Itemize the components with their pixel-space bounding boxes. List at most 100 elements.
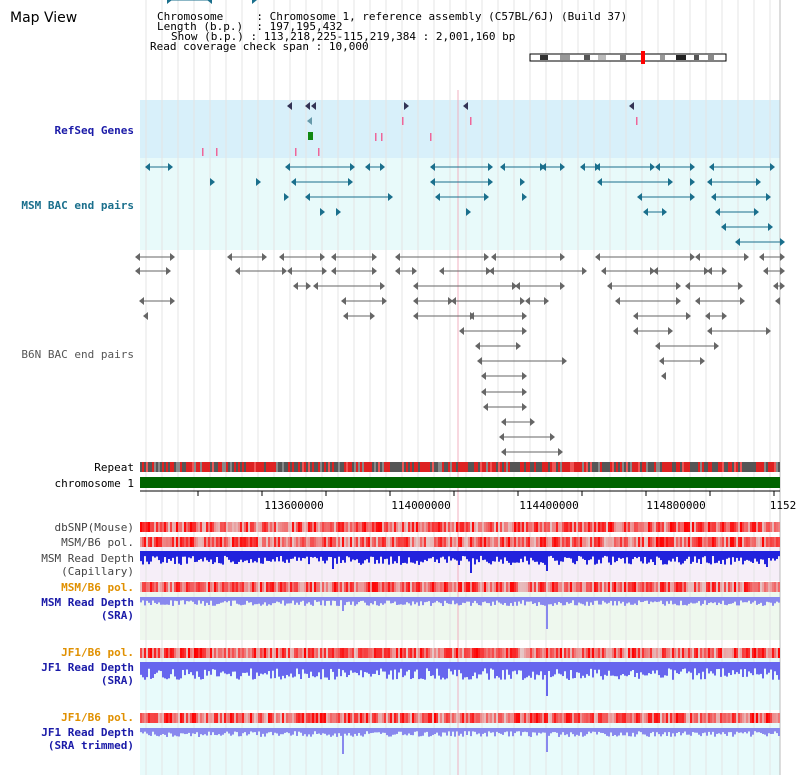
polymorphism-stripe xyxy=(216,582,218,592)
polymorphism-stripe xyxy=(294,713,296,723)
polymorphism-stripe xyxy=(294,522,296,532)
read-depth-bar xyxy=(234,728,236,732)
read-depth-bar xyxy=(276,597,278,602)
read-depth-bar xyxy=(232,728,234,735)
polymorphism-stripe xyxy=(414,648,416,658)
feature-arrow xyxy=(459,327,464,335)
repeat-segment xyxy=(256,462,258,472)
polymorphism-stripe xyxy=(470,522,472,532)
read-depth-bar xyxy=(676,662,678,674)
polymorphism-stripe xyxy=(270,522,272,532)
read-depth-bar xyxy=(210,551,212,560)
polymorphism-stripe xyxy=(542,648,544,658)
polymorphism-stripe xyxy=(584,648,586,658)
polymorphism-stripe xyxy=(238,522,240,532)
polymorphism-stripe xyxy=(434,522,436,532)
read-depth-bar xyxy=(764,597,766,606)
polymorphism-stripe xyxy=(198,522,200,532)
read-depth-bar xyxy=(488,662,490,680)
polymorphism-stripe xyxy=(180,522,182,532)
read-depth-bar xyxy=(736,597,738,606)
read-depth-bar xyxy=(276,551,278,558)
polymorphism-stripe xyxy=(768,582,770,592)
polymorphism-stripe xyxy=(618,713,620,723)
polymorphism-stripe xyxy=(654,582,656,592)
polymorphism-stripe xyxy=(542,713,544,723)
polymorphism-stripe xyxy=(730,522,732,532)
polymorphism-stripe xyxy=(614,713,616,723)
track-label-refseq[interactable]: RefSeq Genes xyxy=(54,124,134,137)
repeat-segment xyxy=(722,462,724,472)
polymorphism-stripe xyxy=(760,713,762,723)
polymorphism-stripe xyxy=(652,582,654,592)
polymorphism-stripe xyxy=(530,713,532,723)
read-depth-bar xyxy=(674,551,676,562)
feature-arrow xyxy=(707,267,712,275)
polymorphism-stripe xyxy=(586,537,588,547)
polymorphism-stripe xyxy=(526,582,528,592)
read-depth-bar xyxy=(620,551,622,559)
read-depth-bar xyxy=(724,728,726,734)
polymorphism-stripe xyxy=(544,713,546,723)
read-depth-bar xyxy=(772,728,774,734)
polymorphism-stripe xyxy=(490,522,492,532)
read-depth-bar xyxy=(284,728,286,733)
read-depth-bar xyxy=(660,551,662,561)
read-depth-bar xyxy=(500,662,502,680)
polymorphism-stripe xyxy=(676,582,678,592)
feature-arrow xyxy=(615,297,620,305)
polymorphism-stripe xyxy=(166,713,168,723)
polymorphism-stripe xyxy=(232,582,234,592)
read-depth-bar xyxy=(182,551,184,557)
read-depth-bar xyxy=(664,551,666,565)
polymorphism-stripe xyxy=(420,537,422,547)
read-depth-bar xyxy=(298,597,300,605)
polymorphism-stripe xyxy=(606,582,608,592)
repeat-segment xyxy=(302,462,304,472)
polymorphism-stripe xyxy=(260,648,262,658)
chromosome-row: Chromosome : Chromosome 1, reference ass… xyxy=(157,10,628,23)
polymorphism-stripe xyxy=(760,537,762,547)
polymorphism-stripe xyxy=(394,713,396,723)
read-depth-bar xyxy=(488,597,490,604)
feature-arrow xyxy=(488,163,493,171)
read-depth-bar xyxy=(208,662,210,672)
polymorphism-stripe xyxy=(156,582,158,592)
polymorphism-stripe xyxy=(140,537,142,547)
read-depth-bar xyxy=(572,551,574,563)
polymorphism-stripe xyxy=(512,522,514,532)
read-depth-bar xyxy=(414,597,416,605)
polymorphism-stripe xyxy=(268,522,270,532)
read-depth-bar xyxy=(666,597,668,602)
feature-arrow xyxy=(404,102,409,110)
polymorphism-stripe xyxy=(450,522,452,532)
polymorphism-stripe xyxy=(530,582,532,592)
polymorphism-stripe xyxy=(724,582,726,592)
polymorphism-stripe xyxy=(336,582,338,592)
read-depth-bar xyxy=(548,728,550,736)
read-depth-bar xyxy=(562,551,564,562)
polymorphism-stripe xyxy=(332,522,334,532)
polymorphism-stripe xyxy=(718,522,720,532)
read-depth-bar xyxy=(522,662,524,680)
track-label-b6n-bac[interactable]: B6N BAC end pairs xyxy=(21,348,134,361)
polymorphism-stripe xyxy=(370,648,372,658)
track-label-msm-bac[interactable]: MSM BAC end pairs xyxy=(21,199,134,212)
polymorphism-stripe xyxy=(532,648,534,658)
polymorphism-stripe xyxy=(660,537,662,547)
read-depth-bar xyxy=(620,728,622,733)
polymorphism-stripe xyxy=(554,522,556,532)
read-depth-bar xyxy=(744,662,746,670)
read-depth-bar xyxy=(352,662,354,673)
feature-arrow xyxy=(735,238,740,246)
polymorphism-stripe xyxy=(350,648,352,658)
polymorphism-stripe xyxy=(750,648,752,658)
read-depth-bar xyxy=(492,551,494,562)
polymorphism-stripe xyxy=(470,648,472,658)
polymorphism-stripe xyxy=(756,713,758,723)
polymorphism-stripe xyxy=(346,537,348,547)
polymorphism-stripe xyxy=(330,582,332,592)
polymorphism-stripe xyxy=(588,522,590,532)
feature-arrow xyxy=(512,282,517,290)
